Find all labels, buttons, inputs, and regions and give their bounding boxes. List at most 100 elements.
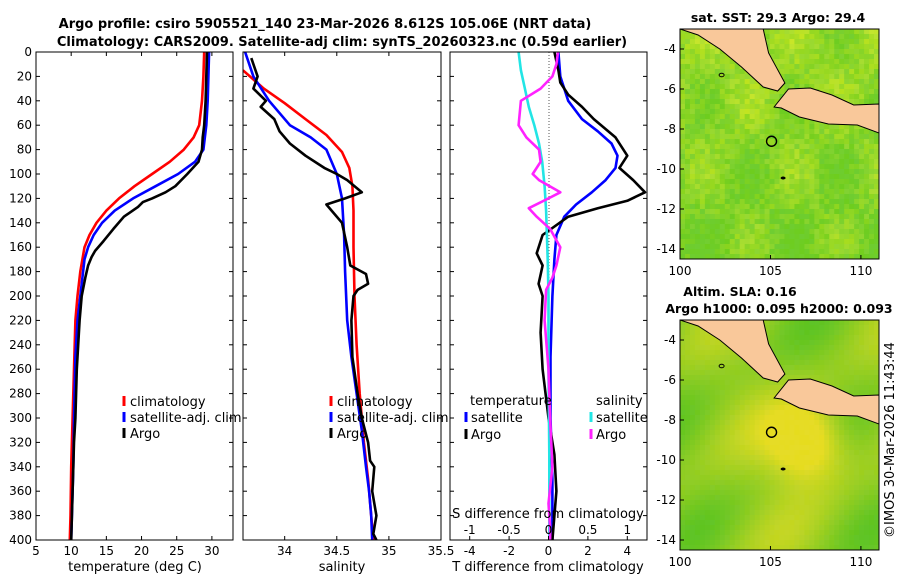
map-grid-cell [744,530,751,536]
map-grid-cell [759,89,766,95]
legend-t-label-0: satellite [471,411,523,426]
map-grid-cell [809,465,815,471]
map-grid-cell [794,360,800,366]
map-grid-cell [699,64,706,70]
map-grid-cell [774,505,781,511]
map-grid-cell [754,104,761,110]
map-grid-cell [824,415,830,421]
map-grid-cell [794,355,800,361]
map-grid-cell [749,485,756,491]
map-grid-cell [869,485,875,491]
map-grid-cell [689,104,696,110]
map-grid-cell [829,415,835,421]
map-grid-cell [839,530,845,536]
map-grid-cell [819,350,825,356]
map-grid-cell [834,134,840,140]
map-grid-cell [834,470,840,476]
map-grid-cell [684,470,691,476]
map-grid-cell [754,209,761,215]
map-grid-cell [844,154,850,160]
map-grid-cell [729,144,736,150]
map-grid-cell [759,119,766,125]
map-grid-cell [809,325,815,331]
map-grid-cell [789,410,796,416]
difference-panel: -4 -2 0 2 4-1 -0.5 0 0.5 1 S difference from cli… [449,51,648,575]
map-grid-cell [789,174,796,180]
map-grid-cell [744,129,751,135]
map-grid-cell [814,134,820,140]
map-grid-cell [819,430,825,436]
map-grid-cell [729,410,736,416]
map-grid-cell [794,79,800,85]
map-grid-cell [789,69,796,75]
map-grid-cell [689,224,696,230]
map-grid-cell [699,505,706,511]
map-grid-cell [699,204,706,210]
map-grid-cell [749,224,756,230]
map-grid-cell [680,370,686,376]
map-grid-cell [734,515,741,521]
map-grid-cell [699,365,706,371]
map-grid-cell [809,119,815,125]
map-grid-cell [699,440,706,446]
map-grid-cell [684,64,691,70]
map-grid-cell [859,219,865,225]
y-tick-label: 240 [9,338,32,352]
map-grid-cell [819,139,825,145]
map-grid-cell [789,224,796,230]
map-grid-cell [819,159,825,165]
map-grid-cell [869,500,875,506]
map-grid-cell [874,244,879,250]
map-grid-cell [799,129,805,135]
map-grid-cell [714,340,721,346]
map-grid-cell [734,144,741,150]
map-grid-cell [839,335,845,341]
map-grid-cell [874,485,879,491]
map-grid-cell [849,234,855,240]
map-grid-cell [799,320,805,326]
map-grid-cell [759,435,766,441]
map-grid-cell [764,159,771,165]
map-grid-cell [839,380,845,386]
map-grid-cell [749,134,756,140]
map-grid-cell [789,119,796,125]
map-grid-cell [754,159,761,165]
map-grid-cell [834,214,840,220]
map-grid-cell [699,174,706,180]
map-grid-cell [804,29,810,35]
map-grid-cell [829,129,835,135]
map-grid-cell [774,530,781,536]
map-grid-cell [764,520,771,526]
map-grid-cell [734,395,741,401]
map-grid-cell [784,420,791,426]
map-grid-cell [719,420,726,426]
map-grid-cell [684,134,691,140]
map-grid-cell [784,139,791,145]
map-grid-cell [804,520,810,526]
map-grid-cell [749,390,756,396]
map-grid-cell [869,204,875,210]
map-grid-cell [874,500,879,506]
map-grid-cell [724,450,731,456]
map-grid-cell [789,460,796,466]
map-grid-cell [849,355,855,361]
lat-tick-label: -12 [656,493,676,507]
map-grid-cell [809,224,815,230]
map-grid-cell [694,480,701,486]
map-grid-cell [804,365,810,371]
map-grid-cell [834,510,840,516]
map-grid-cell [734,445,741,451]
map-grid-cell [729,129,736,135]
map-grid-cell [834,425,840,431]
map-grid-cell [704,159,711,165]
map-grid-cell [854,420,860,426]
map-grid-cell [799,54,805,60]
map-grid-cell [814,39,820,45]
map-grid-cell [829,149,835,155]
map-grid-cell [704,224,711,230]
map-grid-cell [714,460,721,466]
map-grid-cell [789,144,796,150]
map-grid-cell [719,159,726,165]
map-grid-cell [844,59,850,65]
map-grid-cell [689,254,696,259]
